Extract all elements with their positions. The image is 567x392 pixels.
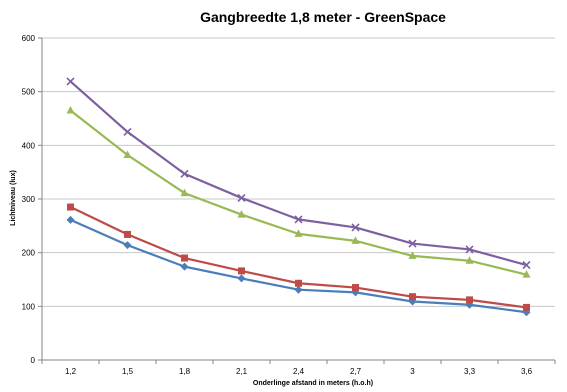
data-point	[124, 230, 131, 238]
chart-title: Gangbreedte 1,8 meter - GreenSpace	[200, 9, 446, 25]
data-point	[238, 267, 245, 275]
data-point	[522, 270, 531, 278]
data-point	[237, 193, 246, 202]
x-tick-label: 1,8	[179, 367, 191, 376]
x-tick-label: 3,6	[521, 367, 533, 376]
data-point	[181, 254, 188, 262]
data-point	[522, 260, 531, 270]
series-1	[66, 215, 531, 317]
x-tick-label: 3,3	[464, 367, 476, 376]
data-point	[523, 303, 530, 311]
series-3	[66, 105, 531, 278]
data-point	[465, 245, 474, 254]
y-tick-label: 400	[22, 141, 36, 150]
x-tick-label: 3	[410, 367, 415, 376]
data-point	[123, 241, 132, 250]
data-point	[180, 262, 189, 271]
data-point	[66, 77, 75, 86]
x-axis-label: Onderlinge afstand in meters (h.o.h)	[253, 380, 373, 387]
data-point	[237, 274, 246, 283]
series-4	[66, 77, 531, 270]
data-point	[123, 127, 132, 136]
data-point	[351, 236, 360, 244]
x-tick-label: 2,1	[236, 367, 248, 376]
data-point	[408, 239, 417, 248]
data-point	[408, 251, 417, 259]
data-point	[466, 296, 473, 304]
x-tick-labels: 1,2 1,5 1,8 2,1 2,4 2,7 3 3,3 3,6	[65, 367, 533, 376]
data-point	[67, 203, 74, 211]
data-point	[237, 210, 246, 218]
y-tick-label: 300	[22, 195, 36, 204]
y-tick-label: 0	[31, 356, 36, 365]
series-line	[69, 80, 527, 267]
series-group	[66, 77, 531, 317]
data-point	[294, 285, 303, 294]
data-point	[66, 215, 75, 224]
data-point	[351, 223, 360, 232]
y-tick-labels: 0 100 200 300 400 500 600	[22, 34, 36, 365]
data-point	[180, 169, 189, 178]
x-tick-label: 1,2	[65, 367, 77, 376]
y-tick-label: 200	[22, 249, 36, 258]
data-point	[409, 293, 416, 301]
data-point	[180, 188, 189, 197]
data-point	[294, 215, 303, 224]
gridlines	[38, 37, 556, 364]
x-tick-label: 1,5	[122, 367, 134, 376]
y-axis-label: Lichtniveau (lux)	[10, 170, 17, 226]
series-2	[67, 203, 530, 311]
data-point	[66, 105, 75, 114]
data-point	[352, 284, 359, 292]
data-point	[295, 279, 302, 287]
y-tick-label: 600	[22, 34, 36, 43]
data-point	[465, 256, 474, 264]
data-point	[123, 150, 132, 158]
x-tick-label: 2,7	[350, 367, 362, 376]
x-tick-label: 2,4	[293, 367, 305, 376]
data-point	[294, 229, 303, 237]
y-tick-label: 100	[22, 302, 36, 311]
y-tick-label: 500	[22, 88, 36, 97]
